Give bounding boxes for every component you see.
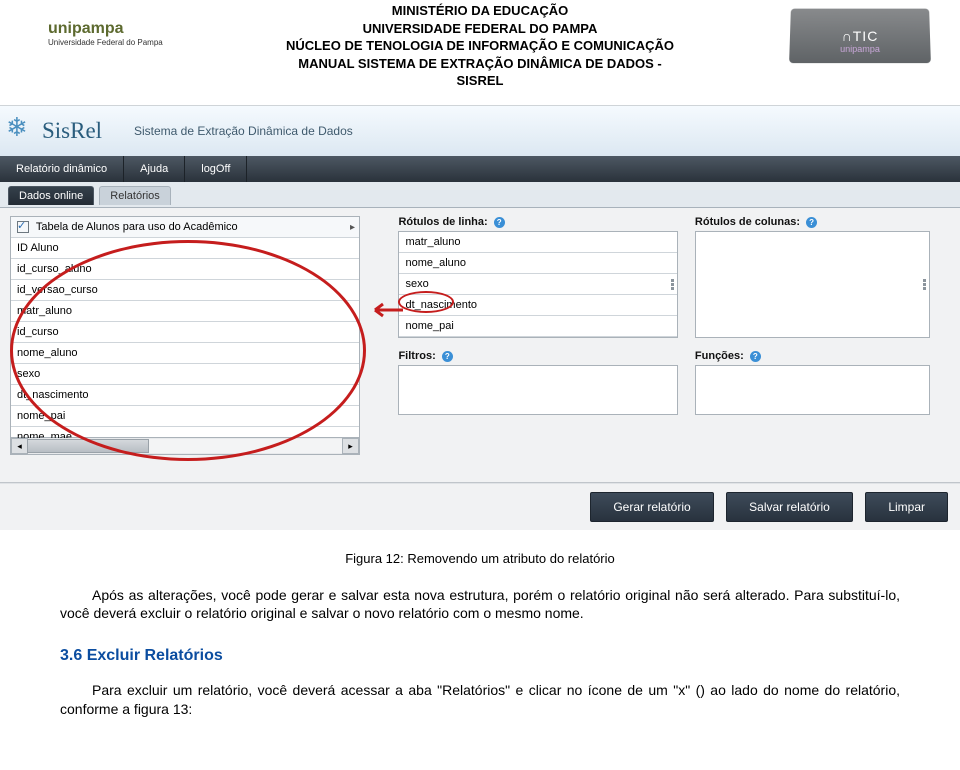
list-item: matr_aluno xyxy=(399,232,677,253)
item-label[interactable]: dt_nascimento xyxy=(405,299,477,311)
help-icon[interactable]: ? xyxy=(442,351,453,362)
field-label[interactable]: ID Aluno xyxy=(17,242,59,254)
app-icon: ❄ xyxy=(6,112,28,143)
header-chip: ∩TIC unipampa xyxy=(789,9,931,63)
logo: unipampa Universidade Federal do Pampa xyxy=(48,20,163,47)
logo-text: unipampa xyxy=(48,20,124,37)
field-row: id_curso_aluno xyxy=(11,259,359,280)
item-label[interactable]: sexo xyxy=(405,278,428,290)
col-labels-panel: Rótulos de colunas: ? Funções: ? xyxy=(695,216,930,415)
col-labels-listbox[interactable] xyxy=(695,231,930,338)
hdr-line5: SISREL xyxy=(180,72,780,90)
field-row: id_curso xyxy=(11,322,359,343)
row-labels-panel: Rótulos de linha: ? matr_aluno nome_alun… xyxy=(398,216,678,415)
para2-text: Para excluir um relatório, você deverá a… xyxy=(60,682,900,717)
item-label[interactable]: nome_pai xyxy=(405,320,453,332)
gerar-button[interactable]: Gerar relatório xyxy=(590,492,713,522)
list-item: sexo xyxy=(399,274,677,295)
salvar-button[interactable]: Salvar relatório xyxy=(726,492,853,522)
field-label[interactable]: sexo xyxy=(17,368,40,380)
field-row: ID Aluno xyxy=(11,238,359,259)
doc-header: unipampa Universidade Federal do Pampa M… xyxy=(0,0,960,105)
limpar-button[interactable]: Limpar xyxy=(865,492,948,522)
fields-checkbox[interactable] xyxy=(17,221,29,233)
drag-handle-icon[interactable] xyxy=(671,279,675,291)
field-label[interactable]: nome_aluno xyxy=(17,347,78,359)
document-body: Figura 12: Removendo um atributo do rela… xyxy=(0,530,960,751)
app-subtitle: Sistema de Extração Dinâmica de Dados xyxy=(134,124,353,138)
field-row: matr_aluno xyxy=(11,301,359,322)
header-lines: MINISTÉRIO DA EDUCAÇÃO UNIVERSIDADE FEDE… xyxy=(180,2,780,90)
col-labels-text: Rótulos de colunas: xyxy=(695,216,800,228)
menubar: Relatório dinâmico Ajuda logOff xyxy=(0,156,960,182)
field-label[interactable]: dt_nascimento xyxy=(17,389,89,401)
field-row: sexo xyxy=(11,364,359,385)
hdr-line4: MANUAL SISTEMA DE EXTRAÇÃO DINÂMICA DE D… xyxy=(180,55,780,73)
functions-listbox[interactable] xyxy=(695,365,930,415)
scroll-left-icon[interactable]: ◂ xyxy=(11,438,28,454)
drag-handle-icon[interactable] xyxy=(923,279,927,291)
fields-listbox[interactable]: Tabela de Alunos para uso do Acadêmico ▸… xyxy=(10,216,360,438)
help-icon[interactable]: ? xyxy=(806,217,817,228)
filters-text: Filtros: xyxy=(398,350,435,362)
field-label[interactable]: nome_pai xyxy=(17,410,65,422)
field-row: nome_pai xyxy=(11,406,359,427)
row-labels-text: Rótulos de linha: xyxy=(398,216,487,228)
filters-title: Filtros: ? xyxy=(398,350,678,362)
functions-text: Funções: xyxy=(695,350,744,362)
menu-relatorio[interactable]: Relatório dinâmico xyxy=(0,156,124,182)
list-item: nome_pai xyxy=(399,316,677,337)
functions-title: Funções: ? xyxy=(695,350,930,362)
doc-paragraph: Após as alterações, você pode gerar e sa… xyxy=(60,586,900,624)
menu-ajuda[interactable]: Ajuda xyxy=(124,156,185,182)
help-icon[interactable]: ? xyxy=(494,217,505,228)
tab-strip: Dados online Relatórios xyxy=(0,182,960,208)
field-row: id_versao_curso xyxy=(11,280,359,301)
tab-dados-online[interactable]: Dados online xyxy=(8,186,94,205)
help-icon[interactable]: ? xyxy=(750,351,761,362)
app-banner: ❄ SisRel Sistema de Extração Dinâmica de… xyxy=(0,106,960,156)
menu-logoff[interactable]: logOff xyxy=(185,156,247,182)
field-row: dt_nascimento xyxy=(11,385,359,406)
para1-text: Após as alterações, você pode gerar e sa… xyxy=(60,587,900,622)
fields-panel: Tabela de Alunos para uso do Acadêmico ▸… xyxy=(10,216,360,455)
field-label[interactable]: id_curso xyxy=(17,326,59,338)
doc-heading: 3.6 Excluir Relatórios xyxy=(60,645,900,667)
figure-caption: Figura 12: Removendo um atributo do rela… xyxy=(60,550,900,568)
col-labels-title: Rótulos de colunas: ? xyxy=(695,216,930,228)
fields-header-label: Tabela de Alunos para uso do Acadêmico xyxy=(36,221,238,233)
hdr-line1: MINISTÉRIO DA EDUCAÇÃO xyxy=(180,2,780,20)
h-scrollbar[interactable]: ◂ ▸ xyxy=(10,438,360,455)
fields-header[interactable]: Tabela de Alunos para uso do Acadêmico ▸ xyxy=(11,217,359,238)
tab-relatorios[interactable]: Relatórios xyxy=(99,186,171,205)
row-labels-listbox[interactable]: matr_aluno nome_aluno sexo dt_nascimento… xyxy=(398,231,678,338)
filters-listbox[interactable] xyxy=(398,365,678,415)
item-label[interactable]: nome_aluno xyxy=(405,257,466,269)
chip-text: unipampa xyxy=(840,44,880,54)
action-bar: Gerar relatório Salvar relatório Limpar xyxy=(0,483,960,530)
app-title: SisRel xyxy=(42,118,102,144)
expand-icon[interactable]: ▸ xyxy=(350,221,355,235)
field-label[interactable]: id_versao_curso xyxy=(17,284,98,296)
app-screenshot: ❄ SisRel Sistema de Extração Dinâmica de… xyxy=(0,105,960,530)
field-label[interactable]: matr_aluno xyxy=(17,305,72,317)
doc-paragraph: Para excluir um relatório, você deverá a… xyxy=(60,681,900,719)
work-area: Tabela de Alunos para uso do Acadêmico ▸… xyxy=(0,208,960,483)
hdr-line3: NÚCLEO DE TENOLOGIA DE INFORMAÇÃO E COMU… xyxy=(180,37,780,55)
scroll-thumb[interactable] xyxy=(27,439,149,453)
list-item: dt_nascimento xyxy=(399,295,677,316)
field-label[interactable]: id_curso_aluno xyxy=(17,263,92,275)
logo-subtext: Universidade Federal do Pampa xyxy=(48,38,163,47)
hdr-line2: UNIVERSIDADE FEDERAL DO PAMPA xyxy=(180,20,780,38)
field-row: nome_aluno xyxy=(11,343,359,364)
scroll-right-icon[interactable]: ▸ xyxy=(342,438,359,454)
row-labels-title: Rótulos de linha: ? xyxy=(398,216,678,228)
item-label[interactable]: matr_aluno xyxy=(405,236,460,248)
list-item: nome_aluno xyxy=(399,253,677,274)
